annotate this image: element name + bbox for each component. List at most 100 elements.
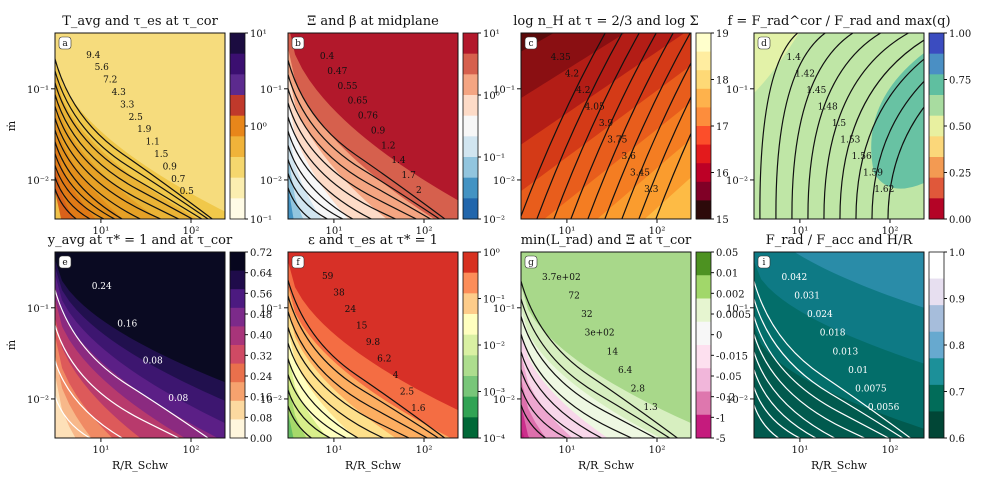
y-tick-label: 10⁻¹ [27,304,49,315]
colorbar-tick-label: 10¹ [250,29,267,40]
colorbar-segment [463,334,478,356]
contour-label: 3.7e+02 [542,273,581,283]
contour-line [754,278,912,438]
colorbar-segment [230,419,245,439]
colorbar-tick-label: 0.002 [716,289,745,300]
colorbar-tick-label: 0.9 [949,295,965,306]
y-tick-label: 10⁻¹ [726,85,748,96]
contour-line [55,68,210,219]
contour-line [655,132,691,219]
contour-label: 1.5 [154,150,169,160]
fill-band [55,354,225,438]
contour-label: 6.4 [618,366,633,376]
contour-label: 2.5 [400,388,415,398]
colorbar-segment [929,411,944,439]
colorbar-segment [230,157,245,179]
contour-line [621,61,691,219]
contour-line [55,127,142,219]
colorbar-segment [230,400,245,420]
colorbar-segment [929,384,944,412]
colorbar-tick-label: 0.7 [949,388,965,399]
colorbar-segment [230,74,245,96]
fill-band [55,374,225,438]
contour-label: 1.6 [411,404,426,414]
contour-label: 3.75 [607,136,627,146]
contour-label: 2 [416,186,422,196]
colorbar-tick-label: 10⁻¹ [250,215,272,226]
colorbar-tick-label: 0.24 [250,372,272,383]
contour-line [55,139,124,219]
contour-label: 1.53 [840,136,860,146]
contour-label: 1.7 [402,171,417,181]
panel-title: f = F_rad^cor / F_rad and max(q) [727,14,950,29]
contour-label: 0.0056 [868,403,900,413]
colorbar-segment [696,321,711,346]
colorbar-tick-label: 0.00 [250,434,272,445]
colorbar-segment [696,107,711,127]
axes-frame [520,251,692,439]
contour-label: 0.5 [180,187,195,197]
contour-label: 1.2 [381,141,395,151]
y-tick-label: 10⁻² [493,395,515,406]
colorbar-tick-label: 0.40 [250,331,272,342]
colorbar-tick-label: 0.72 [250,248,272,259]
contour-label: 1.5 [832,119,847,129]
contour-line [791,33,855,219]
colorbar-segment [463,115,478,137]
contour-label: 1.56 [852,152,872,162]
contour-label: 72 [568,292,579,302]
contour-label: 0.9 [163,162,178,172]
colorbar-segment [463,376,478,398]
contour-line [55,358,124,438]
colorbar-segment [929,74,944,96]
colorbar-tick-label: 10⁻⁴ [483,434,505,445]
y-tick-label: 10⁻² [726,395,748,406]
panel-letter-badge [757,36,771,50]
y-axis-label: ṁ [5,339,18,350]
y-tick-label: 10⁻¹ [260,85,282,96]
contour-label: 1.42 [795,69,815,79]
colorbar-tick-label: 10¹ [483,29,500,40]
contour-label: 0.08 [143,357,163,367]
colorbar-frame [695,251,712,439]
contour-line [288,171,329,219]
colorbar-segment [230,198,245,220]
colorbar-segment [230,382,245,402]
colorbar-tick-label: 0.32 [250,351,272,362]
panel-c: 4.35 4.2 4.2 4.05 3.9 3.75 3.6 3.45 3.3 10¹ 10² 10⁻… [493,14,729,237]
colorbar-tick-label: 10⁻¹ [483,295,505,306]
plot-area: 0.4 0.47 0.55 0.65 0.76 0.9 1.2 1.4 1.7 2 [288,33,458,219]
y-tick-label: 10⁻¹ [726,304,748,315]
axes-frame [287,32,459,220]
contour-line [288,72,441,219]
contour-label: 7.2 [103,76,117,86]
panel-title: y_avg at τ* = 1 and at τ_cor [47,233,233,248]
contour-line [521,384,569,438]
panel-letter-badge [757,255,771,269]
contour-line [521,331,633,438]
contour-label: 38 [333,288,345,298]
panel-title: ε and τ_es at τ* = 1 [308,233,438,248]
contour-line [887,106,924,219]
contour-line [288,372,348,438]
colorbar-segment [696,70,711,90]
colorbar-segment [929,198,944,220]
x-tick-label: 10² [882,226,899,237]
contour-label: 24 [345,305,357,315]
contour-line [754,314,890,438]
contour-line [638,95,691,219]
panel-letter-badge [524,36,538,50]
contour-line [754,402,780,438]
contour-label: 4 [393,371,399,381]
colorbar-tick-label: 19 [716,29,729,40]
y-tick-label: 10⁻² [493,176,515,187]
colorbar-tick-label: -0.05 [716,372,742,383]
x-tick-label: 10² [183,226,200,237]
fill-band [871,53,924,189]
contour-label: 3.9 [599,119,614,129]
contour-line [288,57,446,219]
contour-label: 1.62 [874,185,894,195]
